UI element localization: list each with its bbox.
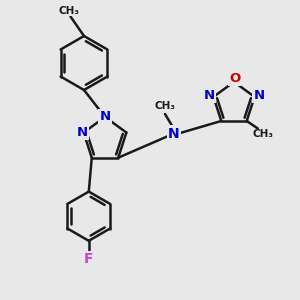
Text: N: N — [254, 89, 265, 102]
Text: N: N — [99, 110, 111, 124]
Text: CH₃: CH₃ — [253, 130, 274, 140]
Text: N: N — [168, 127, 180, 140]
Text: O: O — [229, 72, 240, 85]
Text: N: N — [203, 89, 214, 102]
Text: N: N — [76, 126, 88, 139]
Text: F: F — [84, 252, 94, 266]
Text: CH₃: CH₃ — [58, 5, 80, 16]
Text: CH₃: CH₃ — [154, 100, 176, 111]
